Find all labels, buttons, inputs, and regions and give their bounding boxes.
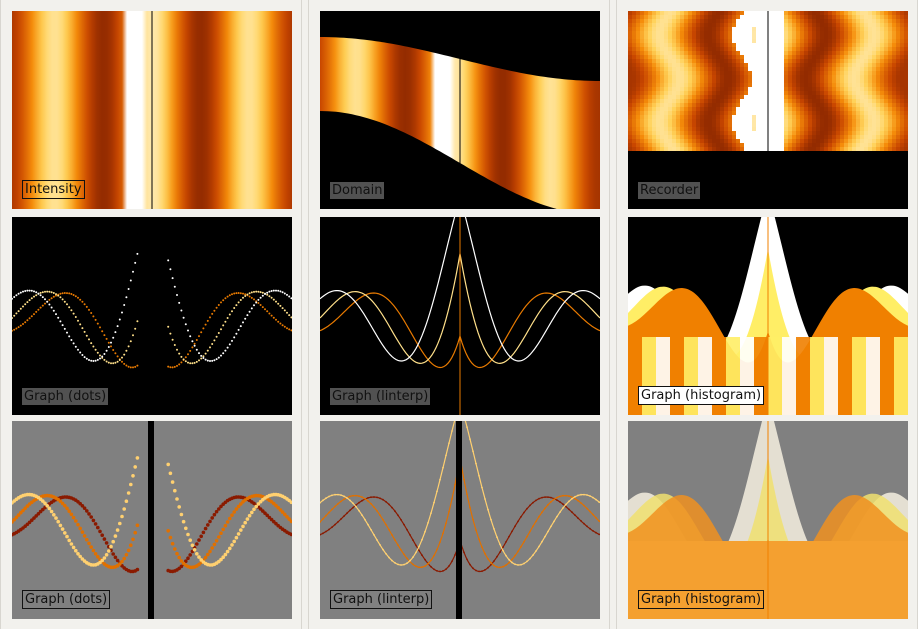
graph-dots-gray-canvas <box>12 421 292 619</box>
graph-linterp-gray-canvas <box>320 421 600 619</box>
column-3: Recorder Graph (histogram) Graph (histog… <box>616 0 918 629</box>
graph-histogram-panel[interactable]: Graph (histogram) <box>628 217 908 415</box>
graph-linterp-panel[interactable]: Graph (linterp) <box>320 217 600 415</box>
panel-label: Graph (linterp) <box>330 388 431 405</box>
panel-label: Graph (dots) <box>22 388 109 405</box>
column-1: Intensity Graph (dots) Graph (dots) <box>0 0 302 629</box>
panel-label: Graph (histogram) <box>638 590 765 609</box>
intensity-canvas <box>12 11 292 209</box>
panel-label: Graph (histogram) <box>638 386 765 405</box>
graph-linterp-gray-panel[interactable]: Graph (linterp) <box>320 421 600 619</box>
panel-label: Recorder <box>638 182 701 199</box>
graph-dots-gray-panel[interactable]: Graph (dots) <box>12 421 292 619</box>
graph-histogram-gray-canvas <box>628 421 908 619</box>
graph-dots-canvas <box>12 217 292 415</box>
graph-histogram-gray-panel[interactable]: Graph (histogram) <box>628 421 908 619</box>
column-2: Domain Graph (linterp) Graph (linterp) <box>308 0 610 629</box>
recorder-canvas <box>628 11 908 209</box>
graph-dots-panel[interactable]: Graph (dots) <box>12 217 292 415</box>
panel-label: Intensity <box>22 180 85 199</box>
domain-canvas <box>320 11 600 209</box>
panel-label: Domain <box>330 182 385 199</box>
domain-panel[interactable]: Domain <box>320 11 600 209</box>
intensity-panel[interactable]: Intensity <box>12 11 292 209</box>
graph-linterp-canvas <box>320 217 600 415</box>
panel-label: Graph (linterp) <box>330 590 433 609</box>
panel-label: Graph (dots) <box>22 590 111 609</box>
recorder-panel[interactable]: Recorder <box>628 11 908 209</box>
